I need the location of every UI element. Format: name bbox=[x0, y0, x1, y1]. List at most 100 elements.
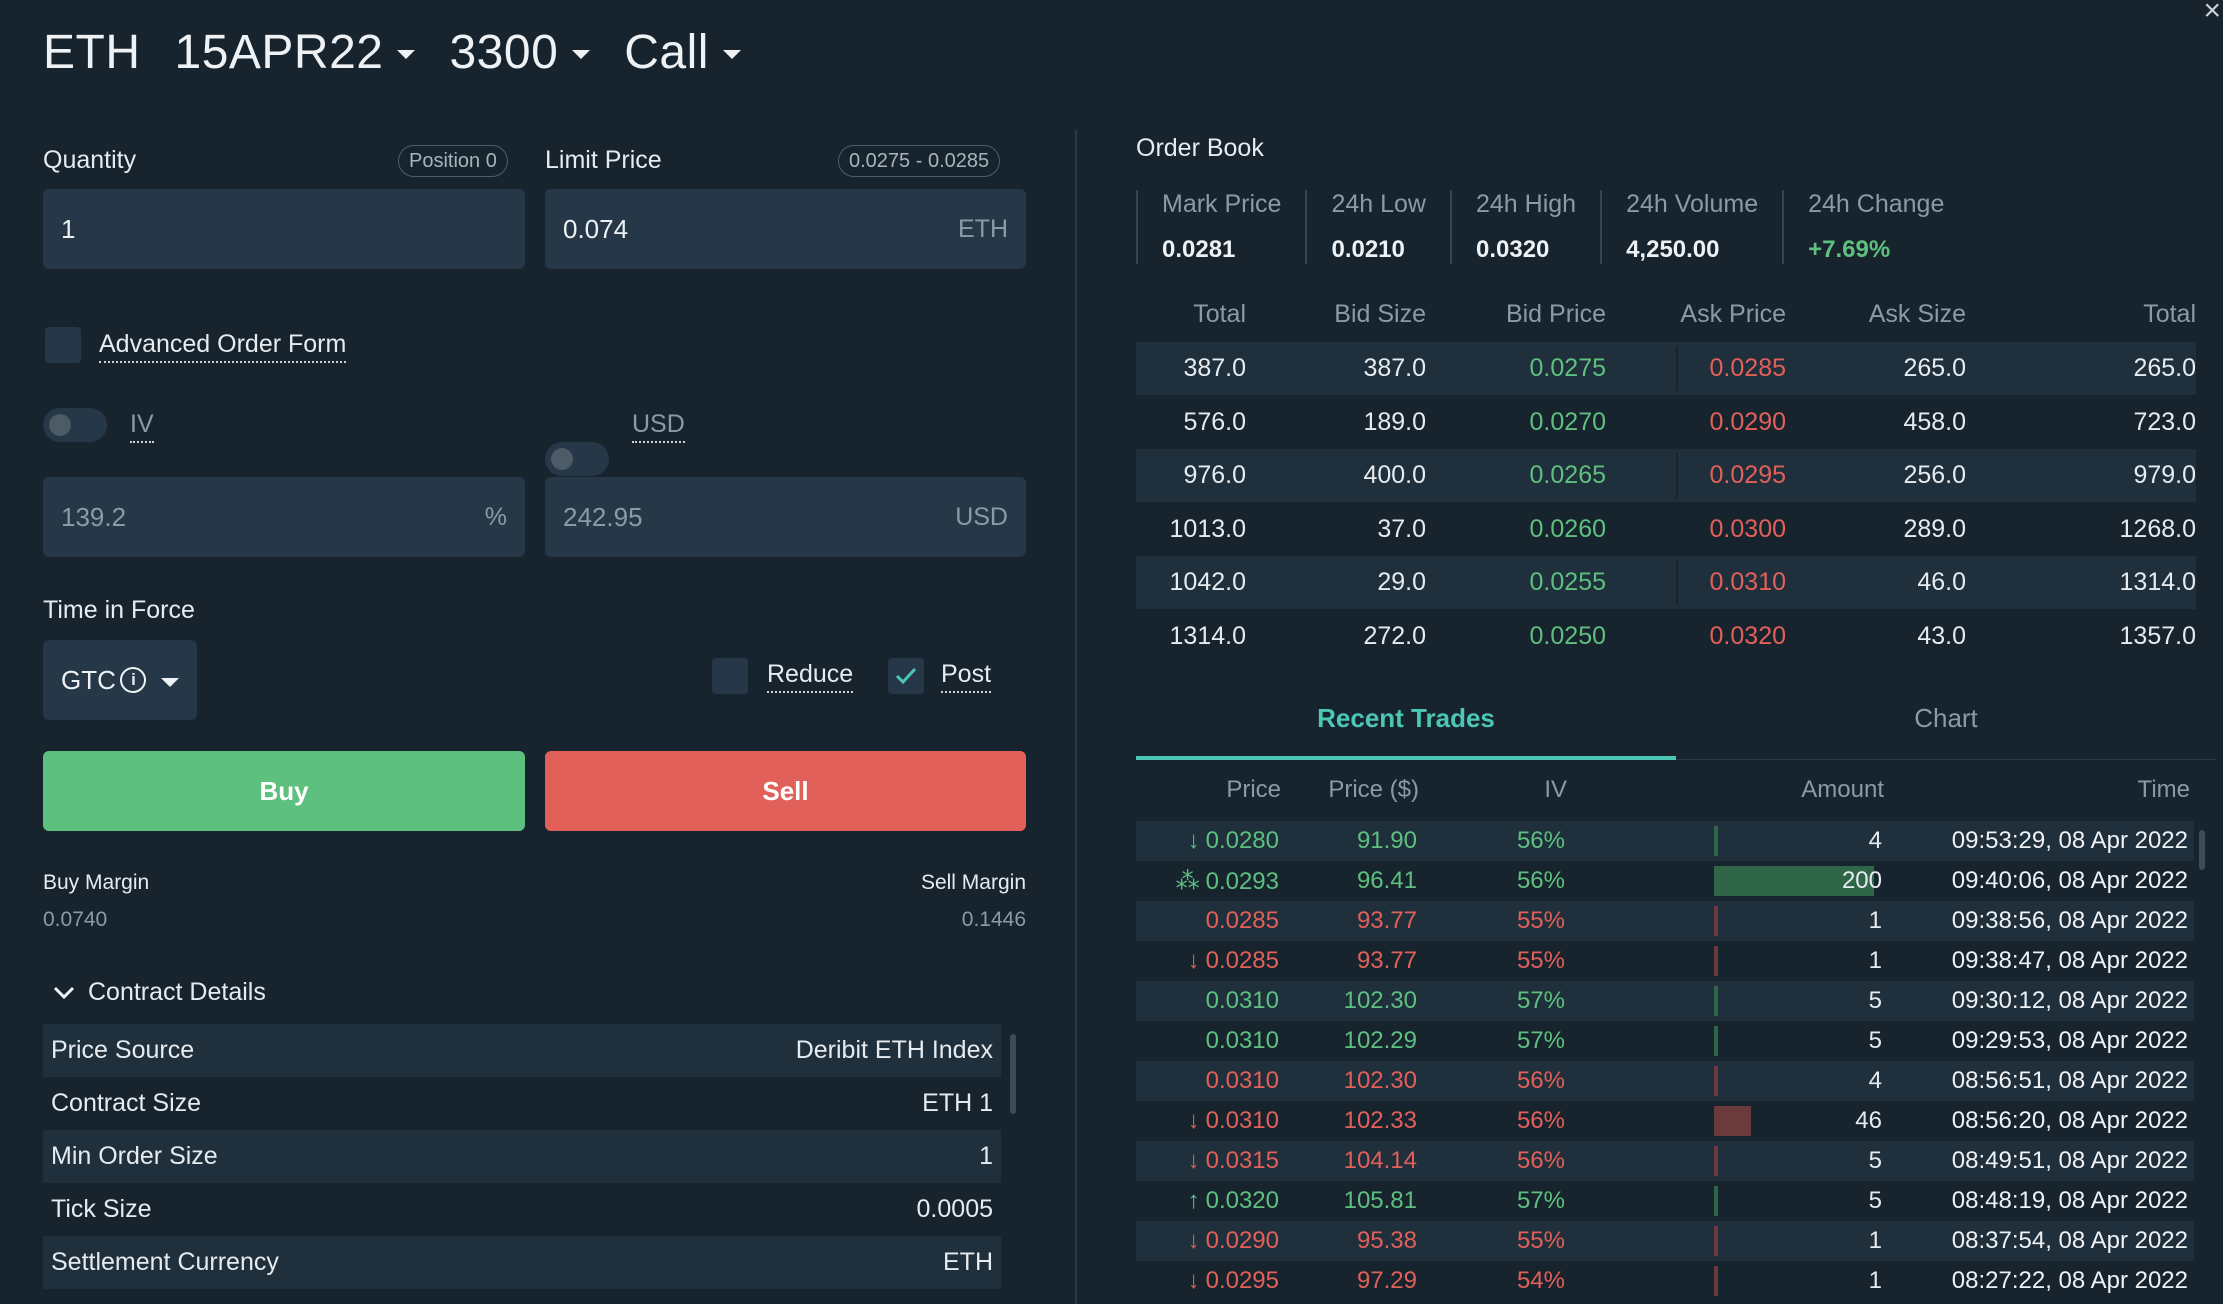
expiry-dropdown[interactable]: 15APR22 bbox=[175, 25, 416, 80]
trade-price-usd: 91.90 bbox=[1356, 827, 1417, 854]
trade-amount: 1 bbox=[1868, 1227, 1882, 1254]
market-stats: Mark Price 0.0281 24h Low 0.0210 24h High 0… bbox=[1136, 190, 1968, 264]
usd-toggle[interactable] bbox=[545, 442, 609, 476]
limit-price-label: Limit Price bbox=[545, 146, 662, 174]
trade-price: 0.0310 bbox=[1206, 987, 1279, 1015]
trade-time: 08:27:22, 08 Apr 2022 bbox=[1951, 1267, 2188, 1294]
contract-row-value: Deribit ETH Index bbox=[795, 1036, 993, 1064]
contract-details-toggle[interactable]: Contract Details bbox=[52, 978, 266, 1007]
info-icon: i bbox=[120, 667, 147, 693]
limit-price-input[interactable]: 0.074 ETH bbox=[545, 189, 1026, 269]
column-header: Bid Price bbox=[1505, 300, 1606, 328]
amount-bar bbox=[1714, 986, 1718, 1016]
tab-chart[interactable]: Chart bbox=[1676, 700, 2216, 760]
trade-amount: 4 bbox=[1868, 827, 1882, 854]
limit-range-badge: 0.0275 - 0.0285 bbox=[838, 145, 1001, 177]
orderbook-row[interactable]: 976.0 400.0 0.0265 0.0295 256.0 979.0 bbox=[1136, 449, 2196, 502]
orderbook-row[interactable]: 387.0 387.0 0.0275 0.0285 265.0 265.0 bbox=[1136, 342, 2196, 395]
orderbook-cell: 458.0 bbox=[1903, 407, 1966, 436]
tif-label: Time in Force bbox=[43, 596, 195, 624]
tab-recent-trades[interactable]: Recent Trades bbox=[1136, 700, 1676, 760]
trade-price: ↓ 0.0290 bbox=[1188, 1227, 1279, 1255]
sell-button[interactable]: Sell bbox=[545, 751, 1026, 831]
orderbook-cell: 387.0 bbox=[1183, 354, 1246, 382]
advanced-order-label[interactable]: Advanced Order Form bbox=[99, 330, 347, 363]
tif-dropdown[interactable]: GTC i bbox=[43, 640, 197, 720]
buy-button[interactable]: Buy bbox=[43, 751, 525, 831]
stat-label: Mark Price bbox=[1162, 190, 1282, 218]
trade-iv: 57% bbox=[1516, 987, 1565, 1014]
contract-row-value: ETH bbox=[943, 1248, 993, 1276]
trade-iv: 55% bbox=[1516, 907, 1565, 934]
reduce-checkbox[interactable] bbox=[712, 658, 748, 694]
buy-margin-label: Buy Margin bbox=[43, 871, 150, 894]
post-checkbox[interactable] bbox=[888, 658, 924, 694]
row-separator bbox=[1676, 453, 1678, 498]
column-header: Price ($) bbox=[1328, 776, 1419, 803]
orderbook-cell: 1357.0 bbox=[2119, 621, 2196, 650]
trade-time: 09:29:53, 08 Apr 2022 bbox=[1951, 1027, 2188, 1054]
trade-price-value: 0.0290 bbox=[1205, 1227, 1279, 1254]
trade-price-usd: 104.14 bbox=[1343, 1147, 1417, 1174]
orderbook-row[interactable]: 1314.0 272.0 0.0250 0.0320 43.0 1357.0 bbox=[1136, 610, 2196, 663]
orderbook-cell: 0.0290 bbox=[1709, 407, 1786, 436]
trade-time: 08:56:51, 08 Apr 2022 bbox=[1951, 1067, 2188, 1094]
orderbook-cell: 37.0 bbox=[1377, 514, 1426, 543]
trade-row: ⁂ 0.0293 96.41 56% 200 09:40:06, 08 Apr 2022 bbox=[1136, 861, 2194, 901]
arrow-down-icon: ↓ bbox=[1187, 1147, 1200, 1174]
orderbook-cell: 0.0265 bbox=[1529, 461, 1606, 489]
stat-24h-high: 24h High 0.0320 bbox=[1450, 190, 1600, 264]
orderbook-cell: 723.0 bbox=[2133, 407, 2196, 436]
amount-bar bbox=[1714, 866, 1874, 896]
close-icon[interactable]: × bbox=[2203, 0, 2221, 27]
asset-label: ETH bbox=[43, 25, 141, 80]
iv-input[interactable]: 139.2 % bbox=[43, 477, 525, 557]
contract-row-value: 0.0005 bbox=[916, 1195, 993, 1223]
option-type-dropdown[interactable]: Call bbox=[624, 25, 741, 80]
contract-row: Contract Size ETH 1 bbox=[43, 1077, 1001, 1130]
usd-input[interactable]: 242.95 USD bbox=[545, 477, 1026, 557]
reduce-label[interactable]: Reduce bbox=[767, 660, 854, 693]
orderbook-cell: 400.0 bbox=[1363, 461, 1426, 489]
trade-amount: 1 bbox=[1868, 947, 1882, 974]
amount-bar bbox=[1714, 1066, 1718, 1096]
contract-row-value: 1 bbox=[979, 1142, 993, 1170]
trades-scrollbar[interactable] bbox=[2199, 830, 2205, 870]
amount-bar bbox=[1714, 826, 1718, 856]
orderbook-cell: 1314.0 bbox=[1169, 621, 1246, 650]
trade-iv: 56% bbox=[1516, 1147, 1565, 1174]
trade-time: 09:40:06, 08 Apr 2022 bbox=[1951, 867, 2188, 894]
contract-scrollbar[interactable] bbox=[1010, 1034, 1016, 1114]
orderbook-row[interactable]: 1042.0 29.0 0.0255 0.0310 46.0 1314.0 bbox=[1136, 556, 2196, 609]
trade-time: 09:53:29, 08 Apr 2022 bbox=[1951, 827, 2188, 854]
amount-bar bbox=[1714, 1026, 1718, 1056]
strike-dropdown[interactable]: 3300 bbox=[449, 25, 591, 80]
trade-amount: 4 bbox=[1868, 1067, 1882, 1094]
trade-price-usd: 102.33 bbox=[1343, 1107, 1417, 1134]
quantity-input[interactable]: 1 bbox=[43, 189, 525, 269]
orderbook-row[interactable]: 576.0 189.0 0.0270 0.0290 458.0 723.0 bbox=[1136, 396, 2196, 449]
amount-bar bbox=[1714, 1106, 1751, 1136]
buy-margin-value: 0.0740 bbox=[43, 908, 108, 931]
trade-amount: 5 bbox=[1868, 987, 1882, 1014]
contract-row-label: Price Source bbox=[51, 1036, 195, 1064]
orderbook-cell: 265.0 bbox=[2133, 354, 2196, 382]
orderbook-cell: 387.0 bbox=[1363, 354, 1426, 382]
advanced-order-checkbox[interactable] bbox=[45, 327, 81, 363]
instrument-selector: ETH 15APR22 3300 Call bbox=[43, 22, 775, 82]
orderbook-cell: 979.0 bbox=[2133, 461, 2196, 489]
orderbook-cell: 976.0 bbox=[1183, 461, 1246, 489]
orderbook-cell: 0.0270 bbox=[1529, 407, 1606, 436]
position-badge: Position 0 bbox=[398, 145, 508, 177]
orderbook-row[interactable]: 1013.0 37.0 0.0260 0.0300 289.0 1268.0 bbox=[1136, 503, 2196, 556]
orderbook-cell: 1314.0 bbox=[2119, 568, 2196, 596]
orderbook-cell: 272.0 bbox=[1363, 621, 1426, 650]
trade-price-value: 0.0293 bbox=[1205, 868, 1279, 895]
trade-price-value: 0.0315 bbox=[1205, 1147, 1279, 1174]
post-label[interactable]: Post bbox=[941, 660, 992, 693]
trade-time: 08:48:19, 08 Apr 2022 bbox=[1951, 1187, 2188, 1214]
trade-amount: 5 bbox=[1868, 1187, 1882, 1214]
iv-toggle[interactable] bbox=[43, 408, 107, 442]
trade-price: ↓ 0.0310 bbox=[1188, 1107, 1279, 1135]
contract-row: Tick Size 0.0005 bbox=[43, 1183, 1001, 1236]
